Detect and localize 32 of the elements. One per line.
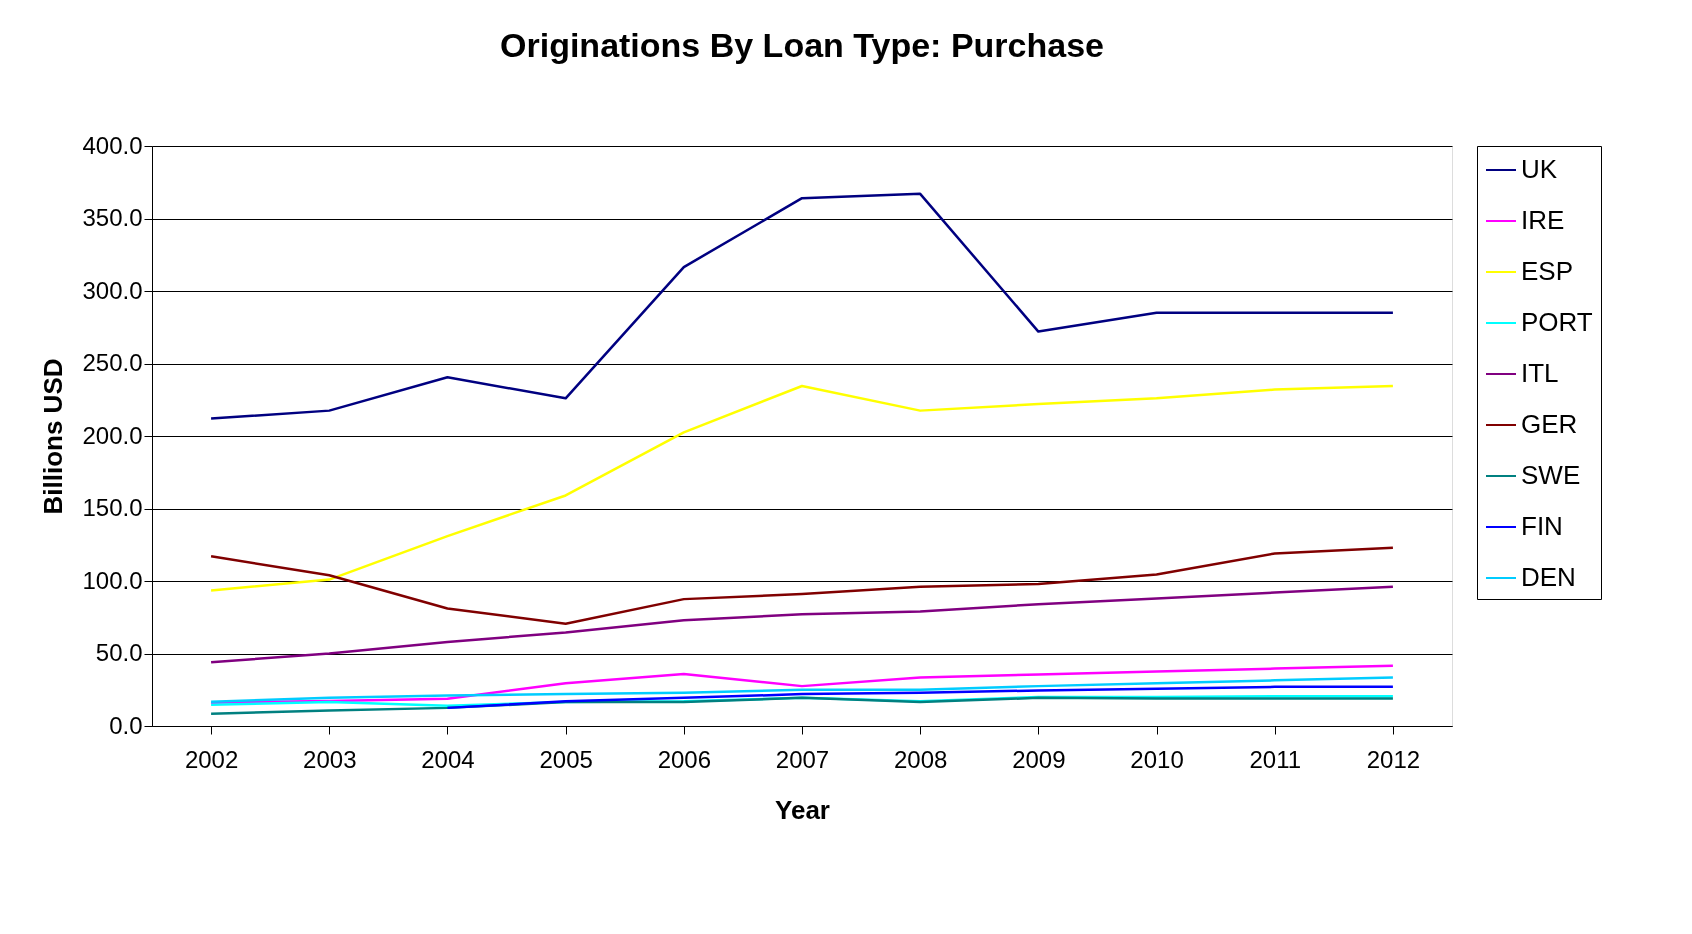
y-tick-label: 200.0 (82, 421, 143, 449)
y-tick-label: 400.0 (82, 131, 143, 159)
legend-label: IRE (1521, 205, 1565, 235)
y-tick-label: 100.0 (82, 566, 143, 594)
legend-label: SWE (1521, 460, 1581, 490)
x-axis-title: Year (775, 794, 830, 825)
chart-title: Originations By Loan Type: Purchase (500, 26, 1104, 64)
legend-label: GER (1521, 409, 1578, 439)
x-tick-label: 2009 (1012, 745, 1066, 773)
x-tick-label: 2005 (539, 745, 593, 773)
legend-label: UK (1521, 154, 1558, 184)
legend-label: FIN (1521, 511, 1563, 541)
x-tick-label: 2006 (657, 745, 712, 773)
x-tick-label: 2003 (303, 745, 357, 773)
y-tick-label: 350.0 (82, 204, 143, 231)
y-axis-title: Billions USD (38, 358, 69, 515)
y-tick-label: 300.0 (82, 276, 143, 304)
y-tick-label: 50.0 (95, 639, 143, 666)
x-tick-label: 2007 (775, 745, 830, 773)
x-tick-label: 2012 (1366, 745, 1421, 773)
legend-label: ITL (1521, 358, 1559, 388)
x-tick-label: 2004 (421, 745, 475, 773)
y-tick-label: 150.0 (82, 494, 143, 521)
legend-label: DEN (1521, 562, 1576, 592)
y-tick-label: 0.0 (109, 711, 143, 739)
x-tick-label: 2011 (1249, 745, 1302, 773)
legend-label: ESP (1521, 256, 1574, 286)
legend-label: PORT (1521, 307, 1593, 337)
x-tick-label: 2010 (1130, 745, 1184, 773)
x-tick-label: 2002 (184, 745, 239, 773)
y-tick-label: 250.0 (82, 349, 143, 376)
x-tick-label: 2008 (893, 745, 948, 773)
